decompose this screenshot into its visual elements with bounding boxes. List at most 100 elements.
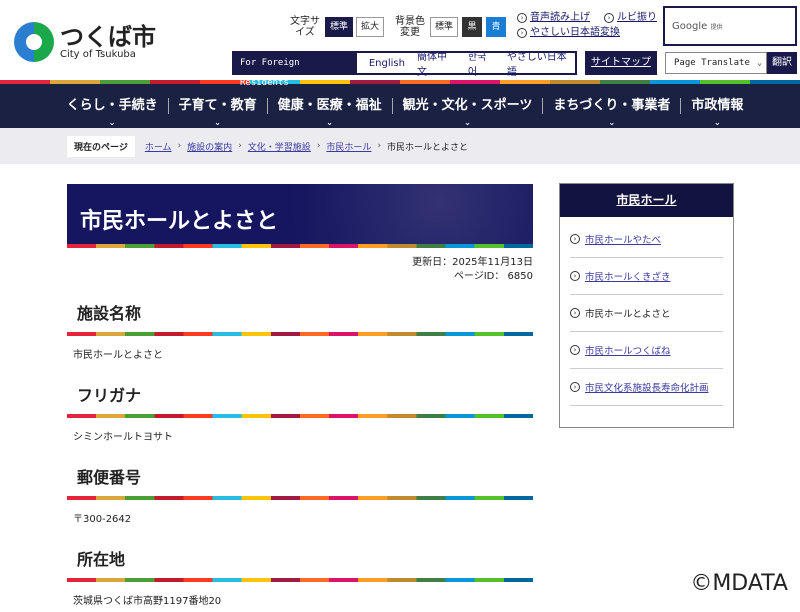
section-facility-name: 施設名称市民ホールとよさと — [67, 290, 533, 366]
section-value: シミンホールトヨサト — [73, 432, 173, 443]
updated-date: 更新日：2025年11月13日 — [412, 257, 533, 268]
read-aloud-link[interactable]: › 音声読み上げ — [517, 8, 590, 23]
breadcrumb: 現在のページ ホーム › 施設の案内 › 文化・学習施設 › 市民ホール › 市民ホール… — [0, 128, 800, 164]
page-id: ページID： 6850 — [453, 271, 533, 282]
chevron-right-icon: › — [316, 141, 321, 151]
logo[interactable]: つくば市 City of Tsukuba — [14, 22, 156, 62]
font-standard-button[interactable]: 標準 — [325, 17, 353, 37]
chevron-circle-icon: › — [570, 234, 580, 244]
section-value: 〒300-2642 — [73, 514, 132, 525]
section-address: 所在地茨城県つくば市高野1197番地20 — [67, 536, 533, 612]
sidebar-current: 市民ホールとよさと — [585, 309, 671, 320]
sidebar-link[interactable]: 市民ホールつくばね — [585, 346, 671, 357]
bg-black-button[interactable]: 黒 — [462, 17, 482, 37]
nav-government[interactable]: 市政情報 ⌄ — [681, 98, 753, 127]
city-logo-icon — [14, 22, 54, 62]
sitemap-button[interactable]: サイトマップ — [585, 51, 657, 75]
chevron-right-icon: › — [177, 141, 182, 151]
foreign-residents-label: For Foreign Residents — [234, 53, 357, 88]
ruby-text: ルビ振り — [617, 12, 657, 23]
chevron-circle-icon: › — [570, 271, 580, 281]
nav-town[interactable]: まちづくり・事業者 ⌄ — [543, 98, 682, 127]
section-furigana: フリガナシミンホールトヨサト — [67, 372, 533, 448]
sidebar-item[interactable]: › 市民ホールくきざき — [570, 258, 723, 295]
lang-easy-japanese-link[interactable]: やさしい日本語 — [506, 52, 567, 78]
chevron-down-icon: ⌄ — [757, 58, 762, 67]
sidebar-title-link[interactable]: 市民ホール — [560, 184, 733, 217]
logo-subtext: City of Tsukuba — [60, 48, 136, 60]
color-stripe — [0, 80, 800, 84]
section-heading: フリガナ — [77, 386, 142, 405]
ruby-link[interactable]: › ルビ振り — [604, 8, 657, 23]
bg-color-label: 背景色変更 — [395, 16, 425, 38]
lang-chinese-link[interactable]: 簡体中文 — [416, 52, 447, 78]
sidebar-link[interactable]: 市民ホールやたべ — [585, 235, 662, 246]
nav-childcare[interactable]: 子育て・教育 ⌄ — [169, 98, 268, 127]
nav-living[interactable]: くらし・手続き ⌄ — [57, 98, 169, 127]
sidebar: 市民ホール › 市民ホールやたべ › 市民ホールくきざき › 市民ホールとよさと › 市… — [559, 183, 734, 428]
nav-label: 観光・文化・スポーツ — [402, 98, 533, 113]
translate-select-value: Page Translate — [674, 58, 750, 68]
sidebar-item[interactable]: › 市民ホールつくばね — [570, 332, 723, 369]
translate-button[interactable]: 翻訳 — [767, 52, 797, 74]
header: つくば市 City of Tsukuba 文字サイズ 標準 拡大 背景色変更 標準… — [0, 0, 800, 88]
page-title: 市民ホールとよさと — [80, 209, 279, 234]
color-stripe — [67, 244, 533, 248]
color-stripe — [67, 496, 533, 500]
chevron-circle-icon: › — [570, 382, 580, 392]
chevron-right-icon: › — [377, 141, 382, 151]
chevron-down-icon: ⌄ — [714, 118, 721, 127]
section-value: 市民ホールとよさと — [73, 350, 163, 361]
breadcrumb-civic-hall[interactable]: 市民ホール — [326, 142, 372, 153]
chevron-right-icon: › — [238, 141, 242, 151]
breadcrumb-label: 現在のページ — [67, 135, 135, 157]
breadcrumb-home[interactable]: ホーム — [144, 142, 172, 153]
nav-tourism[interactable]: 観光・文化・スポーツ ⌄ — [393, 98, 544, 127]
chevron-down-icon: ⌄ — [464, 118, 471, 127]
logo-text: つくば市 — [60, 22, 156, 51]
bg-blue-button[interactable]: 青 — [486, 17, 506, 37]
sidebar-item-current: › 市民ホールとよさと — [570, 295, 723, 332]
watermark: ©MDATA — [690, 571, 788, 596]
nav-health[interactable]: 健康・医療・福祉 ⌄ — [268, 98, 393, 127]
nav-label: 市政情報 — [691, 98, 744, 113]
lang-korean-link[interactable]: 한국어 — [467, 52, 487, 78]
bg-standard-button[interactable]: 標準 — [430, 17, 458, 37]
nav-label: くらし・手続き — [66, 98, 158, 113]
sidebar-item[interactable]: › 市民ホールやたべ — [570, 221, 723, 258]
translate-select[interactable]: Page Translate ⌄ — [665, 52, 767, 74]
chevron-circle-icon: › — [517, 13, 527, 23]
google-sub: 提供 — [710, 24, 723, 31]
page-meta: 更新日：2025年11月13日ページID： 6850 — [67, 256, 533, 284]
color-stripe — [67, 332, 533, 336]
breadcrumb-current: 市民ホールとよさと — [387, 142, 469, 153]
section-heading: 施設名称 — [77, 304, 142, 323]
google-search-box[interactable]: Google 提供 — [663, 6, 797, 46]
chevron-down-icon: ⌄ — [214, 118, 221, 127]
breadcrumb-facilities[interactable]: 施設の案内 — [187, 142, 233, 153]
global-nav: くらし・手続き ⌄ 子育て・教育 ⌄ 健康・医療・福祉 ⌄ 観光・文化・スポーツ ⌄ ま… — [0, 84, 800, 128]
chevron-down-icon: ⌄ — [608, 118, 616, 127]
font-size-label: 文字サイズ — [290, 16, 320, 38]
main-content: 市民ホールとよさと 更新日：2025年11月13日ページID： 6850 施設名… — [67, 184, 533, 612]
nav-label: 子育て・教育 — [178, 98, 257, 113]
page-title-banner: 市民ホールとよさと — [67, 184, 533, 248]
color-stripe — [67, 414, 533, 418]
google-label: Google — [672, 21, 708, 32]
foreign-residents-bar: For Foreign Residents English 簡体中文 한국어 や… — [232, 51, 577, 88]
font-large-button[interactable]: 拡大 — [356, 17, 384, 37]
breadcrumb-culture[interactable]: 文化・学習施設 — [247, 142, 311, 153]
chevron-circle-icon: › — [517, 28, 527, 38]
chevron-circle-icon: › — [570, 345, 580, 355]
section-heading: 所在地 — [77, 550, 126, 569]
easy-japanese-link[interactable]: › やさしい日本語変換 — [517, 23, 620, 38]
section-postal-code: 郵便番号 〒300-2642 — [67, 454, 533, 530]
lang-english-link[interactable]: English — [368, 57, 405, 69]
nav-label: まちづくり・事業者 — [553, 98, 671, 113]
sidebar-item[interactable]: › 市民文化系施設長寿命化計画 — [570, 369, 723, 406]
sidebar-link[interactable]: 市民ホールくきざき — [585, 272, 671, 283]
section-value: 茨城県つくば市高野1197番地20 — [73, 596, 222, 607]
color-stripe — [67, 578, 533, 582]
chevron-circle-icon: › — [570, 308, 580, 318]
sidebar-link[interactable]: 市民文化系施設長寿命化計画 — [585, 383, 709, 394]
